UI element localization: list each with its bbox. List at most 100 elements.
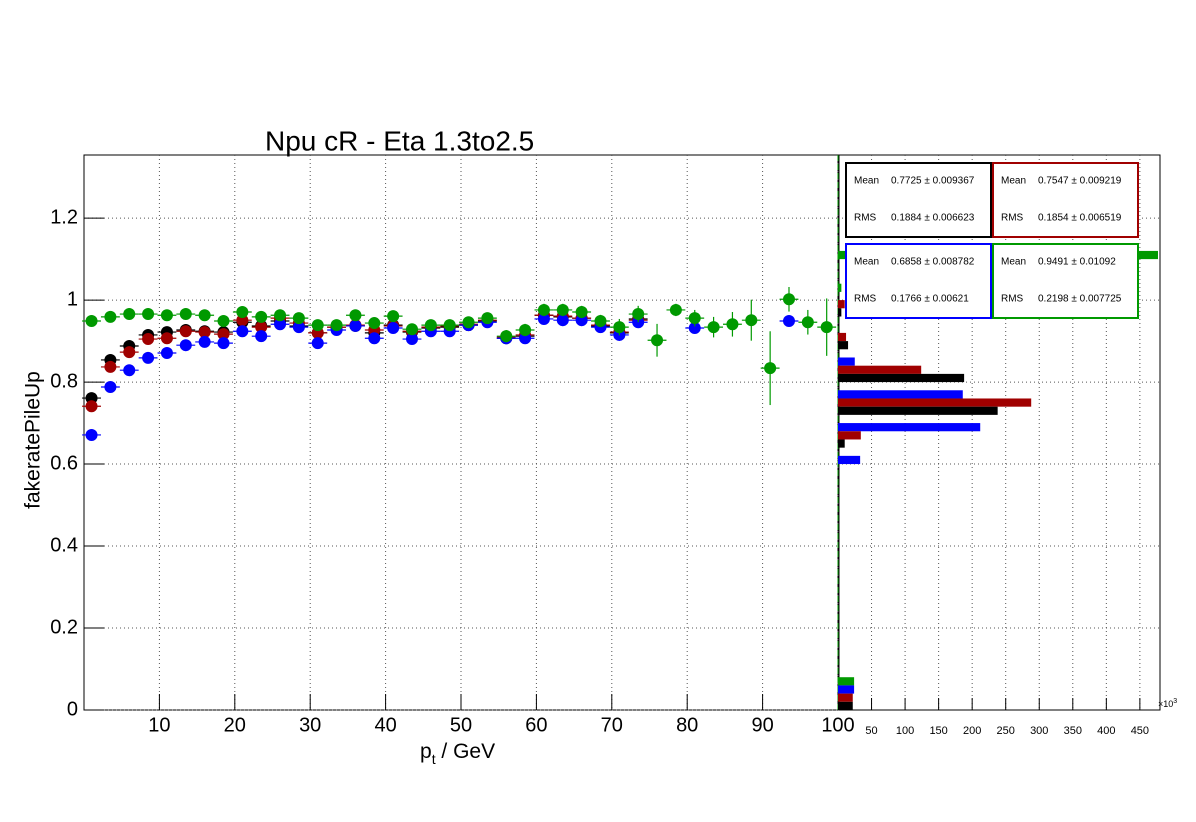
hist-bar [838, 300, 845, 309]
stat-value: 0.1884 ± 0.006623 [891, 213, 975, 224]
point [443, 319, 456, 332]
point [160, 309, 173, 322]
point [688, 312, 701, 325]
x-tick-label: 350 [1064, 725, 1082, 737]
point [632, 308, 645, 321]
point [405, 333, 418, 346]
x-scale-label: ×103 [1158, 698, 1177, 710]
point [764, 362, 777, 375]
stat-value: 0.9491 ± 0.01092 [1038, 257, 1116, 268]
stat-box [992, 243, 1139, 319]
hist-bar [838, 431, 861, 440]
hist-bar [838, 406, 998, 415]
hist-bar [838, 332, 847, 342]
x-tick-label: 300 [1030, 725, 1048, 737]
point [217, 328, 230, 341]
point [274, 318, 287, 331]
stat-value: 0.2198 ± 0.007725 [1038, 294, 1122, 305]
stat-label: RMS [854, 213, 877, 224]
point [85, 315, 98, 328]
plot-layer: 0 0.2 0.4 0.6 0.8 1 1.2 10 20 30 40 50 60 70 80 90 100 50… [50, 154, 1161, 737]
point [519, 332, 532, 345]
x-tick-label: 200 [963, 725, 981, 737]
point [368, 332, 381, 345]
hist-bar [838, 283, 842, 292]
x-label-rest: / GeV [436, 740, 496, 763]
hist-bar [838, 677, 855, 686]
point [575, 305, 588, 318]
hist-bar [838, 341, 849, 350]
hist-bar [838, 701, 853, 710]
point [405, 323, 418, 336]
point [349, 309, 362, 322]
stat-box [845, 162, 992, 238]
point [330, 319, 343, 332]
point [349, 319, 362, 332]
point [613, 321, 626, 334]
y-tick-label: 1 [67, 288, 78, 310]
stat-value: 0.6858 ± 0.008782 [891, 257, 975, 268]
stat-value: 0.7547 ± 0.009219 [1038, 176, 1122, 187]
y-tick-label: 0.2 [50, 616, 78, 638]
point [311, 319, 324, 332]
hist-bar [838, 357, 855, 366]
point [179, 325, 192, 338]
x-tick-label: 90 [751, 714, 773, 736]
point [160, 332, 173, 345]
point [782, 315, 795, 328]
y-tick-label: 0.8 [50, 370, 78, 392]
point [255, 330, 268, 343]
point [688, 321, 701, 334]
point [104, 310, 117, 323]
point [217, 337, 230, 350]
x-tick-label: 450 [1131, 725, 1149, 737]
point [368, 317, 381, 330]
x-tick-label: 50 [865, 725, 877, 737]
hist-bar [838, 455, 861, 465]
point [519, 324, 532, 337]
point [292, 321, 305, 334]
point [782, 293, 795, 306]
point [142, 333, 155, 346]
y-tick-label: 0 [67, 698, 78, 720]
point [292, 312, 305, 325]
point [537, 303, 550, 316]
x-tick-label: 50 [450, 714, 472, 736]
point [160, 346, 173, 359]
x-tick-label: 60 [525, 714, 547, 736]
point [85, 428, 98, 441]
point [387, 310, 400, 323]
x-axis-label: pt / GeV [420, 740, 495, 767]
hist-bar [838, 693, 853, 702]
point [236, 314, 249, 327]
hist-bar [838, 365, 922, 374]
point [424, 319, 437, 332]
y-tick-label: 1.2 [50, 206, 78, 228]
x-tick-label: 20 [224, 714, 246, 736]
point [198, 326, 211, 339]
stat-label: Mean [1001, 257, 1026, 268]
point [387, 321, 400, 334]
hist-bar [838, 423, 981, 432]
x-tick-label: 30 [299, 714, 321, 736]
point [707, 321, 720, 334]
hist-bar [838, 439, 845, 448]
y-tick-label: 0.4 [50, 534, 78, 556]
point [123, 364, 136, 377]
point [481, 312, 494, 325]
point [217, 315, 230, 328]
point [123, 346, 136, 359]
x-scale-exp: 3 [1173, 698, 1177, 705]
x-tick-label: 400 [1097, 725, 1115, 737]
point [198, 335, 211, 348]
x-tick-label: 100 [896, 725, 914, 737]
stat-label: Mean [854, 257, 879, 268]
point [556, 303, 569, 316]
point [651, 334, 664, 347]
chart-title: Npu cR - Eta 1.3to2.5 [265, 125, 534, 156]
x-label-sub: t [432, 751, 436, 767]
stat-label: RMS [854, 294, 877, 305]
stat-box [845, 243, 992, 319]
x-tick-label: 40 [374, 714, 396, 736]
